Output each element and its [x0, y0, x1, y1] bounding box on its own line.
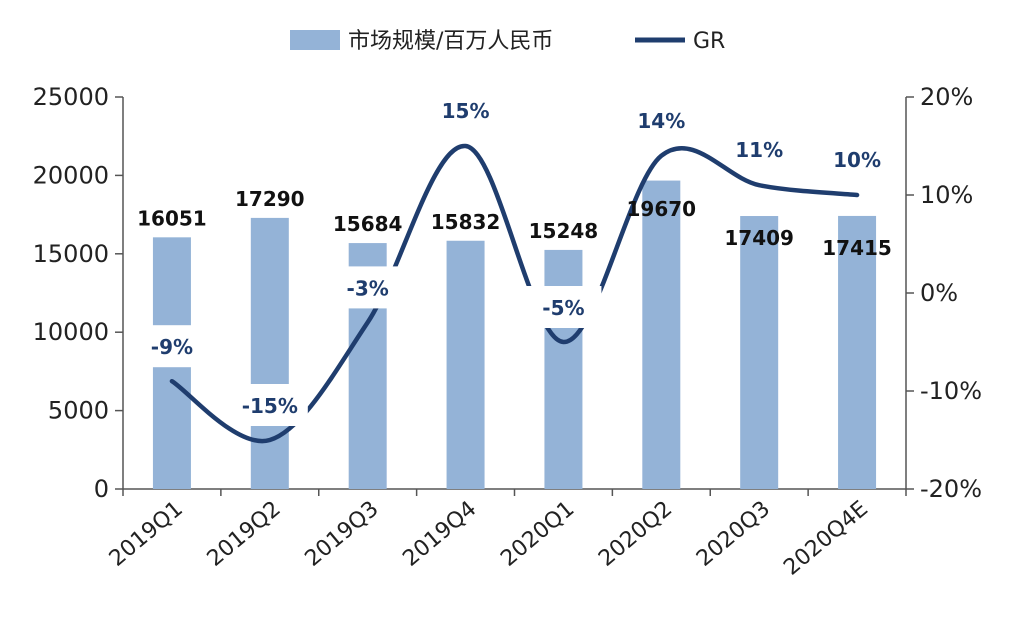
- gr-value-label: 14%: [637, 109, 685, 133]
- x-tick-label: 2020Q4E: [779, 496, 873, 580]
- gr-label-bg: [231, 384, 308, 426]
- bar-value-label: 15684: [333, 212, 403, 236]
- bar: [740, 216, 779, 489]
- y-right-tick-label: -10%: [920, 377, 982, 405]
- gr-value-label: 10%: [833, 148, 881, 172]
- legend: 市场规模/百万人民币 GR: [290, 29, 725, 54]
- watermark: 搜狐号@天天云网络李琳: [780, 598, 1001, 622]
- x-tick-label: 2019Q1: [105, 496, 188, 571]
- legend-line-label: GR: [693, 29, 725, 54]
- y-right-tick-label: -20%: [920, 475, 982, 503]
- bar: [642, 180, 681, 489]
- bar-value-label: 17290: [235, 187, 305, 211]
- bar-value-label: 16051: [137, 206, 207, 230]
- gr-value-label: -5%: [542, 296, 584, 320]
- bar: [250, 217, 289, 489]
- data-labels: 16051 17290 15684 15832 15248 19670 17409 17415…: [133, 99, 892, 426]
- legend-bar-label: 市场规模/百万人民币: [348, 29, 553, 54]
- bar: [446, 240, 485, 489]
- bar: [838, 215, 877, 489]
- y-left-tick-label: 15000: [33, 240, 109, 268]
- bar-value-label: 15248: [529, 219, 599, 243]
- x-tick-label: 2019Q3: [301, 496, 384, 571]
- bar-value-label: 17415: [822, 236, 892, 260]
- gr-label-bg: [133, 325, 210, 368]
- x-tick-label: 2020Q3: [692, 496, 775, 571]
- x-tick-label: 2020Q1: [496, 496, 579, 571]
- y-right-tick-label: 20%: [920, 83, 973, 111]
- bar-value-label: 19670: [627, 197, 697, 221]
- y-left-tick-label: 25000: [33, 83, 109, 111]
- y-right-tick-label: 0%: [920, 279, 958, 307]
- gr-value-label: -15%: [242, 394, 298, 418]
- y-right-tick-label: 10%: [920, 181, 973, 209]
- y-left-tick-label: 0: [94, 475, 109, 503]
- y-left-tick-label: 20000: [33, 161, 109, 189]
- y-left-tick-label: 5000: [48, 397, 109, 425]
- legend-bar-swatch: [290, 30, 340, 50]
- x-tick-label: 2019Q2: [203, 496, 286, 571]
- bar: [544, 249, 583, 489]
- gr-value-label: -3%: [347, 276, 389, 300]
- bar-value-label: 17409: [724, 226, 794, 250]
- gr-value-label: 15%: [442, 99, 490, 123]
- gr-value-label: -9%: [151, 335, 193, 359]
- gr-label-bg: [329, 266, 406, 309]
- gr-value-label: 11%: [735, 138, 783, 162]
- x-tick-label: 2020Q2: [594, 496, 677, 571]
- bar-value-label: 15832: [431, 210, 501, 234]
- gr-label-bg: [525, 286, 602, 328]
- y-left-tick-label: 10000: [33, 318, 109, 346]
- x-tick-label: 2019Q4: [398, 496, 481, 571]
